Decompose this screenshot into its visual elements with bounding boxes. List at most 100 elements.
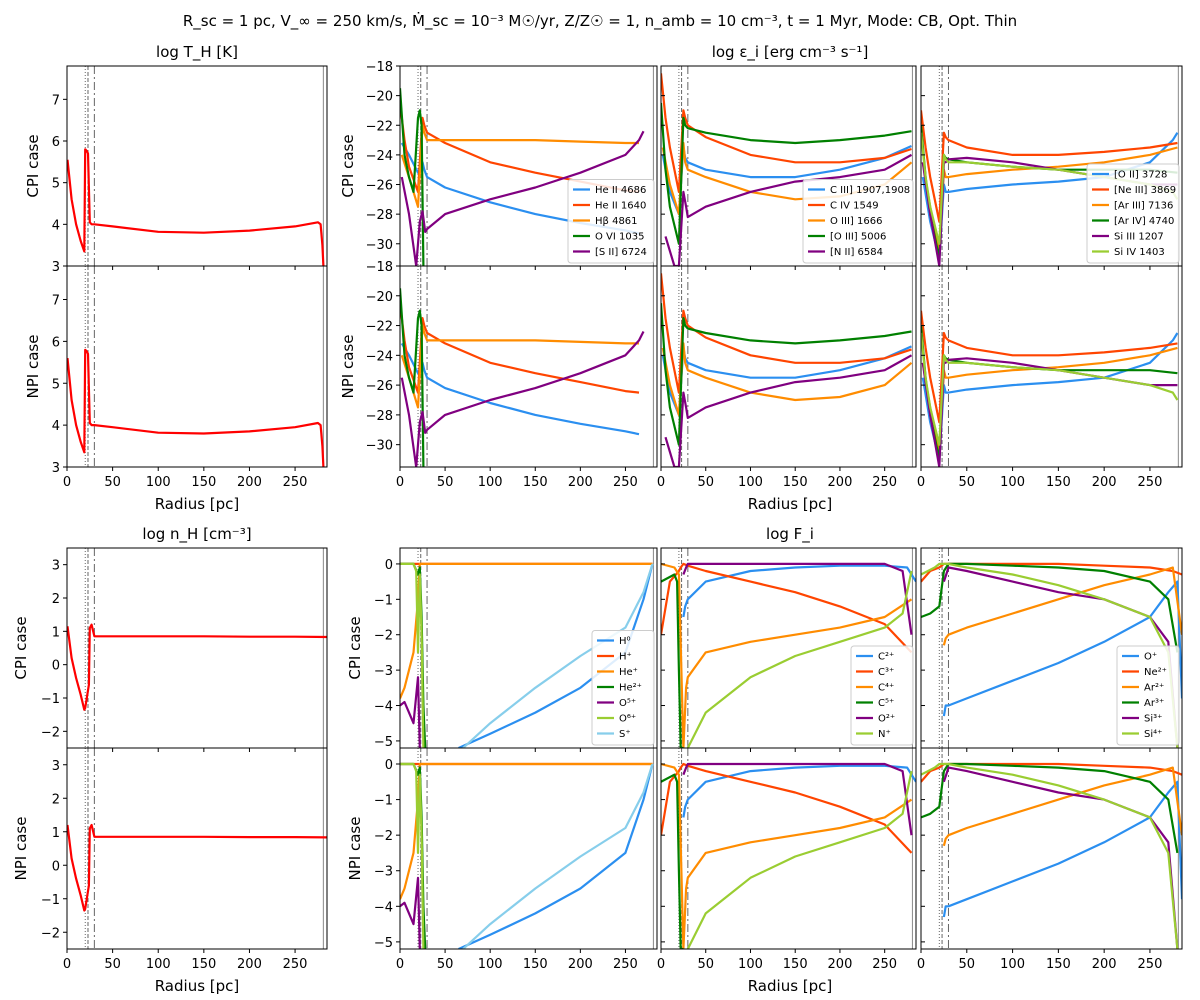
series-line	[400, 342, 640, 436]
series-line	[400, 324, 639, 409]
legend-box	[802, 179, 914, 264]
series-line	[661, 73, 912, 193]
series-line	[942, 780, 1182, 918]
panel-title: log T_H [K]	[156, 43, 238, 62]
axes-frame	[399, 265, 658, 468]
x-tick-label: 150	[523, 957, 548, 972]
legend-label: [Ar IV] 4740	[1114, 216, 1174, 227]
dens-npi: −2 −1 0 1 2 3 0 50 100 150 200 250	[41, 747, 328, 972]
x-tick-label: 250	[872, 475, 897, 490]
x-axis-label: Radius [pc]	[155, 495, 240, 513]
plot-area	[921, 266, 1179, 467]
plot-area	[67, 548, 327, 748]
y-tick-label: 2	[52, 792, 60, 807]
x-tick-label: 150	[191, 475, 216, 490]
series-line	[661, 273, 912, 394]
series-line	[682, 762, 913, 836]
x-tick-label: 50	[104, 957, 121, 972]
series-line	[661, 762, 913, 854]
legend-label: H⁺	[619, 652, 632, 663]
plot-area	[661, 748, 916, 949]
temp-npi: 3 4 5 6 7 0 50 100 150 200 250	[52, 265, 328, 490]
x-tick-label: 100	[1000, 957, 1025, 972]
y-tick-label: −4	[374, 700, 393, 715]
row-label: CPI case	[12, 616, 30, 679]
y-tick-label: 3	[52, 759, 60, 774]
x-tick-label: 100	[738, 475, 763, 490]
axes-frame	[660, 265, 917, 468]
y-tick-label: 7	[52, 93, 60, 108]
x-tick-label: 0	[396, 475, 404, 490]
x-tick-label: 200	[237, 957, 262, 972]
dens-cpi: −2 −1 0 1 2 3	[41, 547, 328, 752]
x-tick-label: 50	[697, 957, 714, 972]
x-tick-label: 0	[657, 957, 665, 972]
x-tick-label: 50	[959, 475, 976, 490]
y-tick-label: −2	[41, 926, 60, 941]
series-line	[661, 102, 912, 245]
x-tick-label: 50	[959, 957, 976, 972]
series-line	[921, 110, 1178, 223]
series-line	[942, 580, 1182, 717]
series-line	[686, 770, 913, 949]
series-line	[921, 332, 1179, 446]
series-line	[921, 762, 1179, 854]
legend-label: O VI 1035	[595, 232, 644, 243]
legend-label: O²⁺	[878, 714, 895, 725]
x-tick-label: 50	[437, 957, 454, 972]
y-tick-label: −28	[366, 409, 393, 424]
legend: C III] 1907,1908 C IV 1549 O III] 1666 [O I…	[802, 179, 914, 264]
series-line	[664, 153, 913, 266]
series-line	[921, 332, 1179, 461]
legend: He II 4686 He II 1640 Hβ 4861 O VI 1035 [S I…	[567, 179, 655, 264]
legend-label: [S II] 6724	[595, 247, 647, 258]
y-tick-label: −24	[366, 349, 393, 364]
y-tick-label: 4	[52, 218, 60, 233]
y-tick-label: −1	[374, 794, 393, 809]
series-line	[400, 88, 425, 266]
row-label: NPI case	[24, 335, 42, 399]
series-line	[400, 676, 421, 748]
series-line	[942, 566, 1182, 646]
y-tick-label: −28	[366, 208, 393, 223]
legend-label: [O III] 5006	[830, 232, 886, 243]
y-tick-label: 2	[52, 592, 60, 607]
x-tick-label: 150	[523, 475, 548, 490]
y-tick-label: −30	[366, 439, 393, 454]
series-line	[682, 562, 913, 635]
panel-title: log F_i	[766, 525, 814, 544]
y-tick-label: 1	[52, 826, 60, 841]
axes-frame	[660, 747, 917, 950]
x-axis-label: Radius [pc]	[748, 495, 833, 513]
legend-label: C III] 1907,1908	[830, 185, 910, 196]
y-tick-label: −2	[41, 725, 60, 740]
x-tick-label: 150	[191, 957, 216, 972]
series-line	[661, 342, 913, 416]
series-line	[942, 766, 1179, 949]
legend-label: Hβ 4861	[595, 216, 638, 227]
x-tick-label: 150	[1046, 957, 1071, 972]
legend-label: S⁺	[619, 729, 631, 740]
x-tick-label: 250	[283, 475, 308, 490]
legend-box	[1086, 163, 1180, 264]
series-line	[400, 876, 421, 949]
series-line	[921, 346, 1178, 454]
emis-cpi-1: C III] 1907,1908 C IV 1549 O III] 1666 [O I…	[660, 65, 917, 270]
legend-label: C²⁺	[878, 652, 894, 663]
x-tick-label: 250	[613, 957, 638, 972]
legend-label: Ne²⁺	[1144, 667, 1167, 678]
temp-cpi: 3 4 5 6 7	[52, 65, 328, 275]
y-tick-label: −26	[366, 179, 393, 194]
series-line	[664, 354, 913, 467]
legend-label: O⁺	[1144, 652, 1157, 663]
x-tick-label: 0	[63, 957, 71, 972]
x-tick-label: 200	[568, 957, 593, 972]
y-tick-label: −24	[366, 149, 393, 164]
y-tick-label: −2	[374, 829, 393, 844]
frac-npi-2: 0 50 100 150 200 250	[917, 747, 1183, 972]
panel-title: log ε_i [erg cm⁻³ s⁻¹]	[712, 43, 869, 62]
emis-cpi-2: [O II] 3728 [Ne III] 3869 [Ar III] 7136 [Ar…	[920, 65, 1183, 270]
legend: [O II] 3728 [Ne III] 3869 [Ar III] 7136 [Ar…	[1086, 163, 1180, 264]
plot-area	[400, 748, 654, 949]
